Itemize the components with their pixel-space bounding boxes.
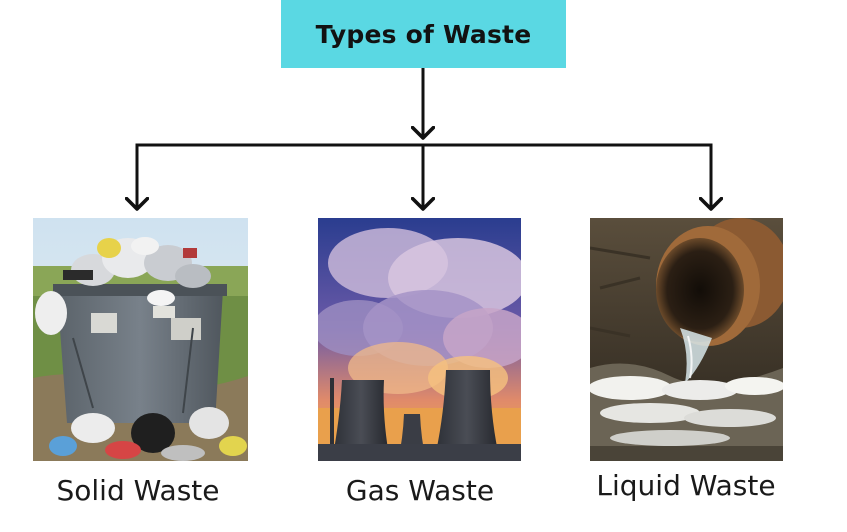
label-solid-waste: Solid Waste	[56, 474, 220, 507]
diagram-title-box: Types of Waste	[281, 0, 566, 68]
solid-waste-photo	[33, 218, 248, 461]
label-gas-waste: Gas Waste	[345, 474, 495, 507]
gas-waste-photo	[318, 218, 521, 461]
liquid-waste-photo	[590, 218, 783, 461]
diagram-title: Types of Waste	[315, 19, 532, 49]
label-liquid-waste: Liquid Waste	[596, 469, 776, 502]
